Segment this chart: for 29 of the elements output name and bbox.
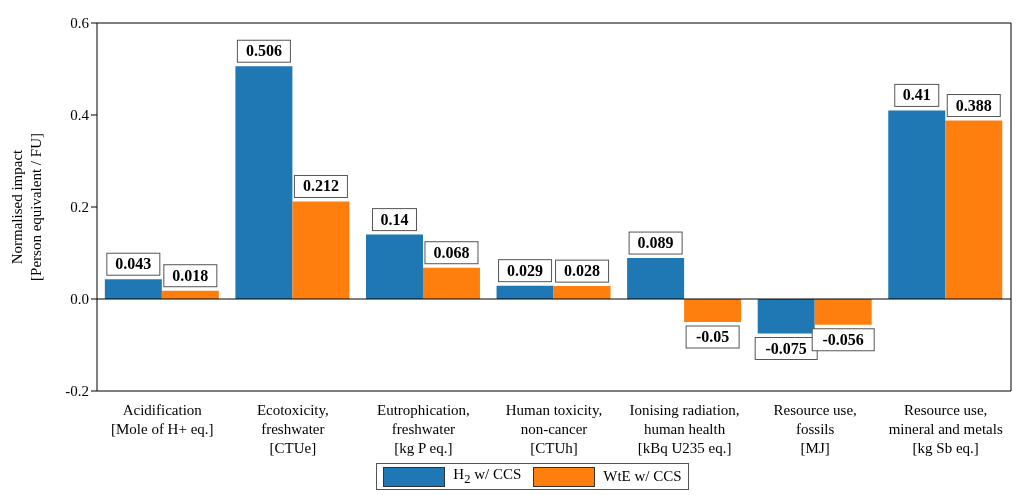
x-tick-label: Acidification [Mole of H+ eq.] <box>110 402 214 437</box>
data-label: -0.056 <box>822 330 864 348</box>
y-tick-label: -0.2 <box>65 383 89 400</box>
data-label: 0.018 <box>172 266 209 284</box>
data-label: 0.14 <box>380 210 409 228</box>
x-tick-label: Eutrophication, freshwater [kg P eq.] <box>376 402 470 456</box>
x-tick-label: Resource use, mineral and metals [kg Sb eq.] <box>888 402 1003 456</box>
data-label: 0.068 <box>433 243 470 261</box>
data-label: -0.05 <box>695 328 730 345</box>
y-tick-label: 0.4 <box>70 107 90 124</box>
legend-label: H$_{2}$ w/ CCS <box>453 466 522 487</box>
legend-label: WtE w/ CCS <box>603 468 682 485</box>
y-tick-label: 0.0 <box>70 291 89 308</box>
data-label: 0.506 <box>245 42 282 60</box>
x-tick-label: Ecotoxicity, freshwater [CTUe] <box>256 402 329 456</box>
x-tick-label: Human toxicity, non-cancer [CTUh] <box>505 402 603 456</box>
y-tick-label: 0.2 <box>70 199 89 216</box>
y-tick-label: 0.6 <box>70 15 90 32</box>
data-label: 0.388 <box>955 96 992 114</box>
data-label: 0.029 <box>507 261 544 279</box>
data-label: 0.089 <box>637 234 674 252</box>
data-label: 0.028 <box>564 262 601 280</box>
x-tick-label: Ionising radiation, human health [kBq U235 eq.] <box>629 402 740 456</box>
data-label: 0.043 <box>115 255 152 273</box>
data-label: -0.075 <box>765 339 807 357</box>
data-label: 0.212 <box>302 177 339 195</box>
x-tick-label: Resource use, fossils [MJ] <box>773 402 857 456</box>
y-axis-title: Normalised impact [Person equivalent / FU] <box>9 133 44 281</box>
data-label: 0.41 <box>902 86 931 104</box>
